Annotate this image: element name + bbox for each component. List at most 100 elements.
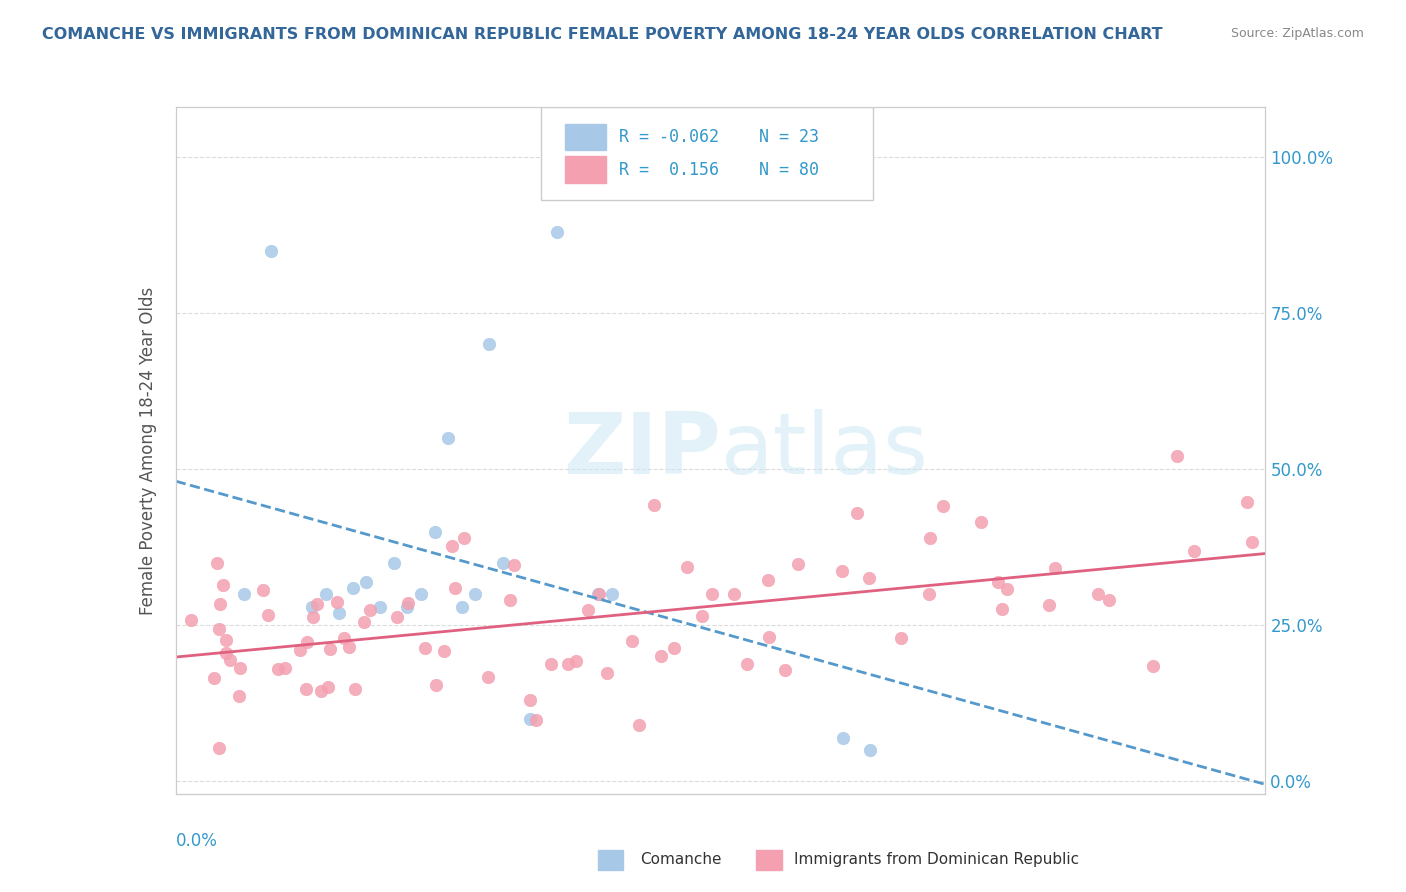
Point xyxy=(627,718,650,732)
Point xyxy=(359,603,381,617)
Text: atlas: atlas xyxy=(721,409,928,492)
Point xyxy=(700,587,723,601)
Point xyxy=(353,615,375,629)
Point xyxy=(564,654,586,668)
Point xyxy=(437,431,460,445)
Point xyxy=(444,581,467,595)
Point xyxy=(205,556,228,570)
Point xyxy=(295,634,318,648)
Point xyxy=(557,657,579,672)
Point xyxy=(257,608,280,623)
Point xyxy=(995,582,1018,597)
Point xyxy=(519,693,541,707)
Point xyxy=(290,643,312,657)
Point xyxy=(396,599,419,614)
Point xyxy=(1142,658,1164,673)
Point xyxy=(301,610,323,624)
Point xyxy=(180,613,202,627)
Point xyxy=(260,244,283,258)
Point xyxy=(1038,599,1060,613)
Point xyxy=(215,646,238,660)
Point xyxy=(546,225,568,239)
Point xyxy=(735,657,758,672)
Point xyxy=(209,597,232,611)
Text: R =  0.156    N = 80: R = 0.156 N = 80 xyxy=(619,161,820,178)
Point xyxy=(932,499,955,513)
Point xyxy=(492,556,515,570)
Point xyxy=(267,662,290,676)
Point xyxy=(318,680,340,694)
Point xyxy=(756,573,779,587)
Point xyxy=(433,644,456,658)
Point xyxy=(328,606,350,620)
Point xyxy=(409,587,432,601)
Point xyxy=(450,599,472,614)
Point xyxy=(453,532,475,546)
Point xyxy=(650,648,672,663)
Point xyxy=(1184,544,1206,558)
Point xyxy=(387,610,409,624)
Point xyxy=(621,633,644,648)
Point xyxy=(464,587,486,601)
Point xyxy=(477,670,499,684)
Point xyxy=(586,587,609,601)
Point xyxy=(295,681,318,696)
Y-axis label: Female Poverty Among 18-24 Year Olds: Female Poverty Among 18-24 Year Olds xyxy=(139,286,157,615)
Text: 0.0%: 0.0% xyxy=(176,831,218,850)
Text: COMANCHE VS IMMIGRANTS FROM DOMINICAN REPUBLIC FEMALE POVERTY AMONG 18-24 YEAR O: COMANCHE VS IMMIGRANTS FROM DOMINICAN RE… xyxy=(42,27,1163,42)
Point xyxy=(343,681,366,696)
Bar xyxy=(756,850,782,870)
Point xyxy=(1043,561,1066,575)
Point xyxy=(311,684,333,698)
Text: ZIP: ZIP xyxy=(562,409,721,492)
Point xyxy=(326,595,349,609)
Point xyxy=(991,602,1014,616)
Point xyxy=(519,712,541,726)
Point xyxy=(600,587,623,601)
Point xyxy=(540,657,562,671)
Point xyxy=(1166,450,1188,464)
Point xyxy=(588,586,610,600)
Text: Source: ZipAtlas.com: Source: ZipAtlas.com xyxy=(1230,27,1364,40)
Point xyxy=(524,713,547,727)
Point xyxy=(1240,535,1263,549)
Point xyxy=(920,531,942,545)
Point xyxy=(502,558,524,573)
Point xyxy=(1236,495,1258,509)
Point xyxy=(301,599,323,614)
Bar xyxy=(565,123,606,150)
Text: Comanche: Comanche xyxy=(640,852,721,867)
Point xyxy=(859,743,882,757)
Point xyxy=(478,337,501,351)
Point xyxy=(339,640,361,654)
Point xyxy=(219,653,242,667)
Point xyxy=(382,556,405,570)
Point xyxy=(425,678,447,692)
Point xyxy=(758,631,780,645)
Point xyxy=(831,564,853,578)
Point xyxy=(215,632,238,647)
Text: Immigrants from Dominican Republic: Immigrants from Dominican Republic xyxy=(794,852,1080,867)
Point xyxy=(690,608,713,623)
Text: R = -0.062    N = 23: R = -0.062 N = 23 xyxy=(619,128,820,145)
Point xyxy=(832,731,855,745)
Point xyxy=(252,582,274,597)
Point xyxy=(970,515,993,529)
Point xyxy=(675,560,697,574)
Point xyxy=(318,642,340,657)
Point xyxy=(208,741,231,756)
Point xyxy=(858,571,880,585)
Point xyxy=(274,661,297,675)
Point xyxy=(208,622,231,636)
Point xyxy=(333,632,356,646)
Point xyxy=(576,602,599,616)
Point xyxy=(356,574,378,589)
Point xyxy=(396,596,419,610)
FancyBboxPatch shape xyxy=(541,107,873,200)
Point xyxy=(211,578,233,592)
Point xyxy=(202,671,225,685)
Point xyxy=(1098,593,1121,607)
Point xyxy=(643,499,665,513)
Point xyxy=(229,661,252,675)
Point xyxy=(423,524,446,539)
